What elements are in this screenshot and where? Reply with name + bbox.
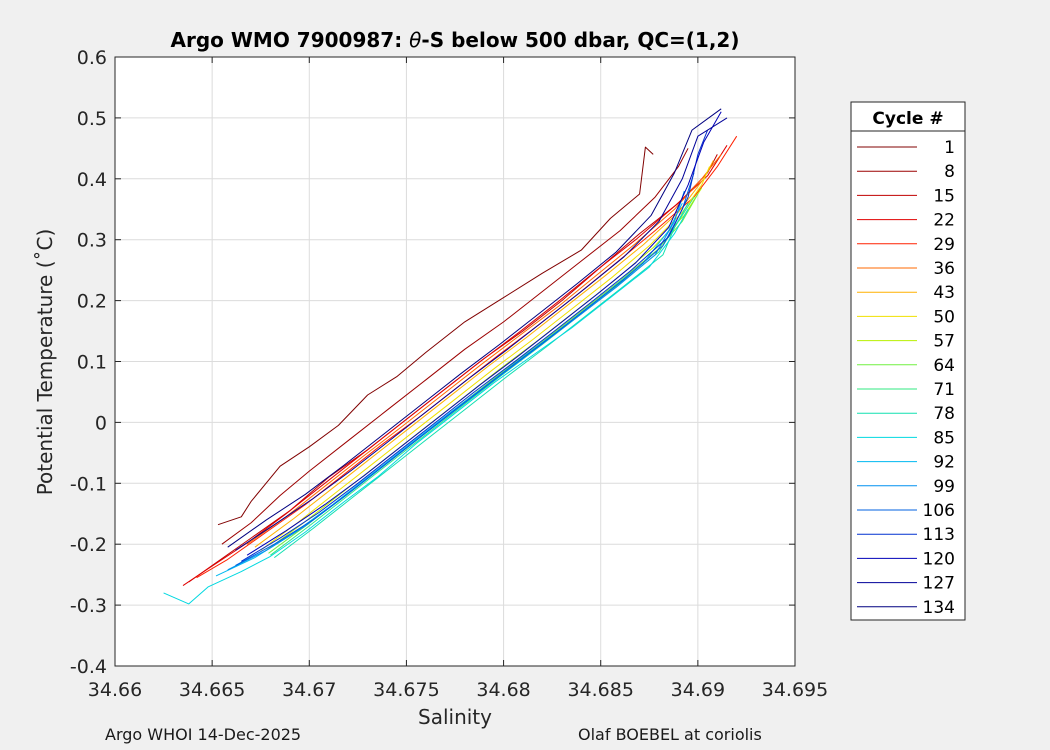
y-tick-label: 0.2 xyxy=(77,291,107,313)
legend-label-cycle-15: 15 xyxy=(933,186,955,206)
series-line-cycle-57 xyxy=(264,187,703,552)
y-tick-label: -0.4 xyxy=(70,656,107,678)
legend-label-cycle-8: 8 xyxy=(944,162,955,182)
legend-label-cycle-85: 85 xyxy=(933,428,955,448)
series-line-cycle-120 xyxy=(246,111,722,556)
y-tick-label: 0.3 xyxy=(77,230,107,252)
legend-label-cycle-43: 43 xyxy=(933,283,955,303)
title-theta: θ xyxy=(409,28,421,52)
legend-label-cycle-92: 92 xyxy=(933,453,955,473)
footer-credit-right: Olaf BOEBEL at coriolis xyxy=(578,725,762,744)
y-tick-label: 0.1 xyxy=(77,352,107,374)
legend-label-cycle-71: 71 xyxy=(933,380,955,400)
legend-label-cycle-106: 106 xyxy=(923,501,955,521)
series-line-cycle-113 xyxy=(241,129,709,562)
y-tick-label: 0.5 xyxy=(77,108,107,130)
series-line-cycle-127 xyxy=(235,117,728,551)
series-line-cycle-106 xyxy=(235,172,695,566)
legend-label-cycle-127: 127 xyxy=(923,574,955,594)
legend-label-cycle-64: 64 xyxy=(933,356,955,376)
series-line-cycle-22 xyxy=(182,145,728,587)
legend-entries: 1 8 15 22 29 36 43 50 57 64 71 78 85 92 99 106 113 120 127… xyxy=(857,138,955,618)
y-axis-label: Potential Temperature (˚C) xyxy=(33,229,57,496)
x-tick-label: 34.66 xyxy=(88,679,142,701)
legend-label-cycle-78: 78 xyxy=(933,404,955,424)
x-axis-label: Salinity xyxy=(418,705,492,729)
title-suffix: -S below 500 dbar, QC=(1,2) xyxy=(421,28,739,52)
legend-label-cycle-57: 57 xyxy=(933,332,955,352)
series-line-cycle-50 xyxy=(260,166,710,551)
legend-label-cycle-113: 113 xyxy=(923,525,955,545)
series-line-cycle-78 xyxy=(273,202,689,558)
legend-label-cycle-1: 1 xyxy=(944,138,955,158)
y-tick-label: -0.2 xyxy=(70,534,107,556)
legend-box xyxy=(850,101,966,621)
legend-label-cycle-29: 29 xyxy=(933,235,955,255)
x-tick-label: 34.68 xyxy=(476,679,530,701)
x-tick-label: 34.665 xyxy=(179,679,245,701)
legend-label-cycle-99: 99 xyxy=(933,477,955,497)
legend-title: Cycle # xyxy=(872,109,943,129)
data-series xyxy=(163,108,738,605)
x-axis-ticks: 34.66 34.665 34.67 34.675 34.68 34.685 34.69 34… xyxy=(88,57,828,701)
footer-credit-left: Argo WHOI 14-Dec-2025 xyxy=(105,725,302,744)
legend-label-cycle-134: 134 xyxy=(923,598,955,618)
legend-label-cycle-36: 36 xyxy=(933,259,955,279)
y-axis-ticks: -0.4 -0.3 -0.2 -0.1 0 0.1 0.2 0.3 0.4 0.5 0.6 xyxy=(70,47,795,678)
legend-label-cycle-50: 50 xyxy=(933,307,955,327)
series-line-cycle-36 xyxy=(246,154,722,545)
series-line-cycle-43 xyxy=(254,160,714,548)
y-tick-label: 0.6 xyxy=(77,47,107,69)
y-tick-label: 0.4 xyxy=(77,169,107,191)
y-tick-label: -0.3 xyxy=(70,595,107,617)
legend-label-cycle-22: 22 xyxy=(933,211,955,231)
x-tick-label: 34.695 xyxy=(762,679,828,701)
x-tick-label: 34.67 xyxy=(282,679,336,701)
x-tick-label: 34.685 xyxy=(567,679,633,701)
x-tick-label: 34.69 xyxy=(671,679,725,701)
series-line-cycle-85 xyxy=(163,209,689,605)
x-tick-label: 34.675 xyxy=(373,679,439,701)
y-tick-label: 0 xyxy=(95,412,107,434)
legend-label-cycle-120: 120 xyxy=(923,549,955,569)
series-line-cycle-1 xyxy=(217,146,654,526)
series-line-cycle-134 xyxy=(227,108,722,548)
legend: Cycle # 18152229364350576471788592991061… xyxy=(850,101,966,621)
series-line-cycle-8 xyxy=(221,148,689,545)
chart-title: Argo WMO 7900987: θ-S below 500 dbar, QC… xyxy=(171,28,740,52)
y-tick-label: -0.1 xyxy=(70,473,107,495)
title-prefix: Argo WMO 7900987: xyxy=(171,28,410,52)
